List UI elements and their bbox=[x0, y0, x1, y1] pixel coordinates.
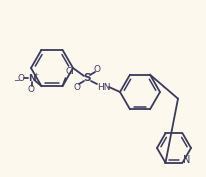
Text: +: + bbox=[33, 72, 38, 77]
Text: Cl: Cl bbox=[65, 67, 74, 76]
Text: O: O bbox=[28, 85, 35, 94]
Text: O: O bbox=[93, 64, 100, 73]
Text: N: N bbox=[28, 74, 35, 83]
Text: S: S bbox=[83, 73, 90, 83]
Text: O: O bbox=[73, 82, 80, 92]
Text: N: N bbox=[182, 155, 189, 165]
Text: O: O bbox=[17, 74, 24, 83]
Text: −: − bbox=[13, 76, 20, 85]
Text: HN: HN bbox=[97, 82, 110, 92]
